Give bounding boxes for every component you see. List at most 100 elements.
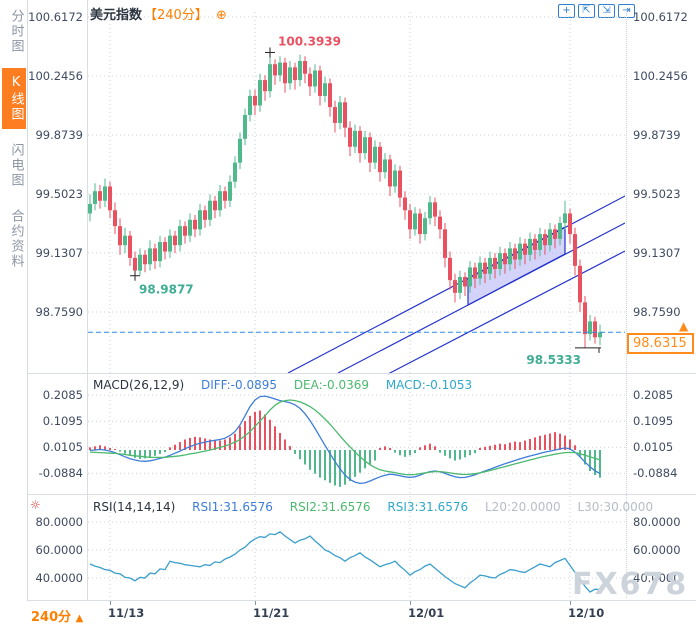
watermark: FX678 [572, 567, 689, 602]
candle-body [398, 170, 402, 198]
sidebar-item-contract-info[interactable]: 合约资料 [8, 209, 24, 269]
candle-body [98, 191, 102, 201]
candle-body [343, 102, 347, 128]
candle-body [358, 130, 362, 154]
expand-icon[interactable]: ⊕ [215, 8, 227, 23]
y-axis-label: 100.2456 [633, 69, 688, 83]
y-axis-label: 0.1095 [42, 414, 83, 429]
candle-body [268, 64, 272, 92]
candle-body [178, 226, 182, 246]
candle-body [538, 234, 542, 250]
x-axis-tick [410, 601, 411, 605]
annotation-label: 98.9877 [139, 283, 194, 297]
y-axis-label: 60.0000 [35, 543, 83, 557]
x-axis-tick [570, 601, 571, 605]
sidebar-item-timeline-chart[interactable]: 分时图 [8, 9, 24, 54]
candle-body [113, 210, 117, 227]
candle-body [488, 257, 492, 274]
candle-body [208, 200, 212, 220]
candle-body [328, 83, 332, 108]
fit-horizontal-icon[interactable]: ⇲ [598, 4, 615, 18]
time-axis-bar: 240分 ▲ 11/13 11/21 12/01 12/10 [0, 601, 696, 625]
candle-body [428, 202, 432, 219]
divider-axis-left [87, 0, 88, 625]
candle-body [173, 235, 177, 246]
channel-line [337, 222, 625, 374]
period-selector[interactable]: 240分 ▲ [31, 610, 84, 625]
candle-body [583, 302, 587, 335]
candle-body [553, 229, 557, 239]
sidebar-item-lightning-chart[interactable]: 闪电图 [8, 143, 24, 188]
channel-line [387, 250, 625, 375]
candle-body [163, 242, 167, 252]
candle-body [293, 67, 297, 81]
candle-body [458, 276, 462, 293]
y-axis-label: 40.0000 [633, 571, 681, 585]
sidebar: 分时图 K线图 闪电图 合约资料 [0, 0, 28, 625]
candle-body [453, 280, 457, 293]
y-axis-label: 80.0000 [35, 515, 83, 529]
candle-body [363, 137, 367, 154]
y-axis-label: 0.0105 [42, 440, 83, 455]
scroll-to-latest-arrow[interactable]: ▲ [679, 319, 689, 333]
candle-body [523, 243, 527, 255]
y-axis-label: 80.0000 [633, 515, 681, 529]
y-axis-label: 60.0000 [633, 543, 681, 557]
fit-vertical-icon[interactable]: ⇱ [578, 4, 595, 18]
y-axis-label: 99.5023 [633, 187, 681, 202]
y-axis-label: 0.2085 [42, 388, 83, 403]
divider-macd-rsi [28, 494, 696, 495]
candle-body [438, 216, 442, 230]
candle-body [418, 213, 422, 235]
rsi-settings-icon[interactable]: ☼ [30, 498, 41, 512]
x-axis-tick [110, 601, 111, 605]
sidebar-item-kline-chart[interactable]: K线图 [1, 68, 26, 129]
candle-body [253, 95, 257, 106]
x-axis-label: 11/13 [108, 606, 145, 620]
candle-body [593, 321, 597, 338]
macd-macd-value: MACD:-0.1053 [385, 378, 473, 392]
candle-body [153, 248, 157, 262]
candle-body [598, 332, 602, 338]
candle-body [588, 321, 592, 335]
candle-body [223, 191, 227, 201]
candle-body [318, 70, 322, 96]
candle-body [568, 213, 572, 235]
candle-body [338, 102, 342, 123]
candle-body [323, 83, 327, 96]
annotation-label: 98.5333 [526, 353, 581, 367]
y-axis-label: 40.0000 [35, 571, 83, 585]
candle-body [158, 242, 162, 262]
candle-body [193, 219, 197, 230]
y-axis-label: 100.6172 [28, 10, 83, 24]
candle-body [243, 114, 247, 139]
chart-canvas[interactable]: 100.3939 98.9877 98.5333 [88, 0, 625, 600]
macd-header: MACD(26,12,9) DIFF:-0.0895 DEA:-0.0369 M… [93, 378, 485, 392]
candle-body [378, 146, 382, 173]
candle-body [518, 243, 522, 260]
y-axis-label: 98.7590 [633, 305, 681, 320]
candle-body [143, 254, 147, 265]
annotation-label: 100.3939 [278, 34, 341, 48]
candle-body [123, 235, 127, 246]
candle-body [503, 253, 507, 265]
candle-body [203, 210, 207, 220]
candle-body [528, 238, 532, 255]
y-axis-label: 0.0105 [633, 440, 674, 455]
candles-layer [88, 52, 602, 348]
candle-body [433, 202, 437, 217]
candle-body [423, 218, 427, 235]
crosshair-icon[interactable]: + [558, 4, 575, 18]
rsi1-value: RSI1:31.6576 [192, 500, 273, 514]
y-axis-label: 99.1307 [633, 246, 681, 261]
candle-body [273, 64, 277, 76]
candle-body [168, 235, 172, 252]
candle-body [578, 265, 582, 303]
candle-body [468, 267, 472, 287]
rsi2-value: RSI2:31.6576 [289, 500, 371, 514]
candle-body [463, 276, 467, 287]
y-axis-label: -0.0884 [633, 466, 678, 481]
candle-body [563, 213, 567, 223]
rsi-header: RSI(14,14,14) RSI1:31.6576 RSI2:31.6576 … [93, 500, 666, 514]
